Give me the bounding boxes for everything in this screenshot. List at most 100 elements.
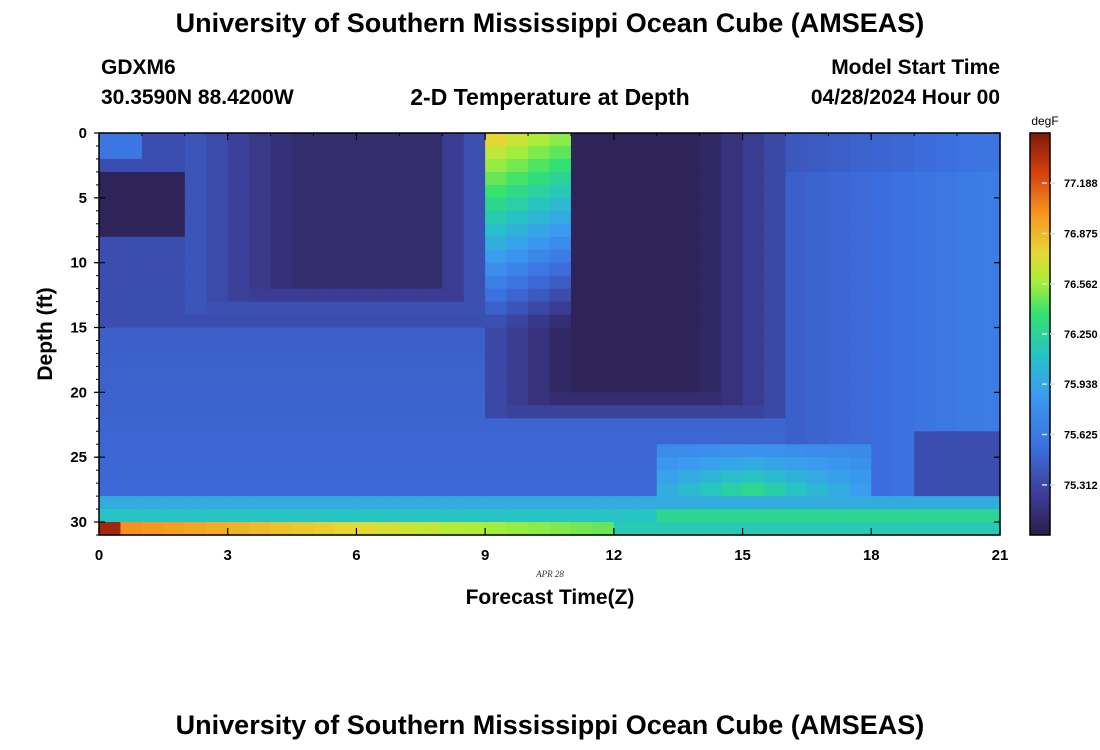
heatmap-cell [399,522,422,536]
heatmap-cell [935,379,958,393]
heatmap-cell [699,210,722,225]
heatmap-cell [420,197,443,212]
heatmap-cell [570,483,593,497]
heatmap-cell [892,405,915,419]
heatmap-cell [99,314,122,329]
heatmap-cell [871,210,894,225]
heatmap-cell [613,379,636,393]
heatmap-cell [420,133,443,147]
heatmap-cell [592,262,615,277]
heatmap-cell [871,158,894,173]
heatmap-cell [528,145,551,160]
heatmap-cell [249,288,272,303]
heatmap-cell [592,353,615,368]
heatmap-cell [914,470,937,484]
heatmap-cell [914,171,937,186]
heatmap-cell [442,444,465,458]
heatmap-cell [270,133,293,147]
heatmap-cell [99,197,122,212]
heatmap-cell [721,275,744,290]
heatmap-cell [249,249,272,264]
heatmap-cell [528,418,551,432]
heatmap-cell [420,210,443,225]
heatmap-cell [313,379,336,393]
heatmap-cell [334,275,358,290]
heatmap-cell [356,249,379,264]
heatmap-cell [227,496,250,510]
heatmap-cell [442,522,465,536]
heatmap-cell [463,392,486,406]
heatmap-cell [163,340,186,355]
heatmap-cell [549,405,572,419]
heatmap-cell [978,483,1001,497]
heatmap-cell [270,236,293,251]
heatmap-cell [120,262,143,277]
heatmap-cell [764,522,787,536]
heatmap-cell [678,431,701,445]
heatmap-cell [570,197,593,212]
heatmap-cell [957,444,980,458]
heatmap-cell [184,288,207,303]
heatmap-cell [356,288,379,303]
heatmap-cell [635,366,658,380]
heatmap-cell [935,249,958,264]
heatmap-cell [849,379,872,393]
heatmap-cell [377,366,400,380]
heatmap-cell [549,392,572,406]
heatmap-cell [914,327,937,342]
heatmap-cell [313,444,336,458]
heatmap-cell [313,353,336,368]
heatmap-cell [764,483,787,497]
heatmap-cell [420,314,443,329]
heatmap-cell [485,522,508,536]
heatmap-cell [334,483,358,497]
heatmap-cell [227,197,250,212]
heatmap-cell [184,314,207,329]
heatmap-cell [334,496,358,510]
heatmap-cell [356,457,379,471]
heatmap-cell [506,223,529,238]
heatmap-cell [978,340,1001,355]
heatmap-cell [313,314,336,329]
heatmap-cell [806,457,829,471]
heatmap-cell [914,262,937,277]
heatmap-cell [356,470,379,484]
heatmap-cell [935,133,958,147]
y-tick-label: 0 [79,125,87,142]
heatmap-cell [270,522,293,536]
heatmap-cell [292,509,315,523]
heatmap-cell [206,171,229,186]
heatmap-cell [506,327,529,342]
heatmap-cells [99,133,1001,536]
heatmap-cell [163,275,186,290]
heatmap-cell [399,262,422,277]
heatmap-cell [141,483,164,497]
heatmap-cell [828,184,851,199]
heatmap-cell [377,509,400,523]
heatmap-cell [914,275,937,290]
heatmap-cell [270,379,293,393]
heatmap-cell [570,379,593,393]
heatmap-cell [120,236,143,251]
heatmap-cell [549,236,572,251]
heatmap-cell [892,327,915,342]
heatmap-cell [828,457,851,471]
heatmap-cell [485,470,508,484]
heatmap-cell [871,405,894,419]
heatmap-cell [463,223,486,238]
heatmap-cell [914,379,937,393]
heatmap-cell [506,431,529,445]
heatmap-cell [292,470,315,484]
heatmap-cell [184,431,207,445]
heatmap-cell [592,444,615,458]
heatmap-cell [528,483,551,497]
heatmap-cell [399,236,422,251]
heatmap-cell [678,327,701,342]
heatmap-cell [871,457,894,471]
heatmap-cell [399,197,422,212]
heatmap-cell [485,496,508,510]
heatmap-cell [463,262,486,277]
heatmap-cell [313,483,336,497]
heatmap-cell [806,418,829,432]
colorbar-tick-label: 76.875 [1064,229,1098,241]
